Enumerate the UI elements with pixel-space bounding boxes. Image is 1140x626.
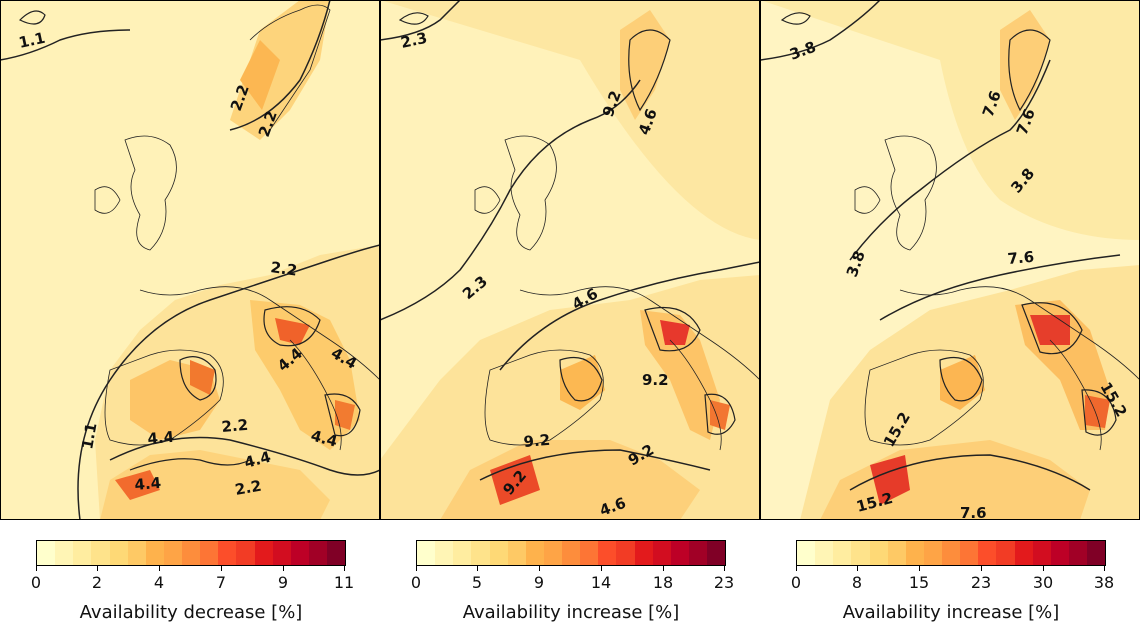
colorbar-swatch [616,541,635,565]
colorbar-swatch [272,541,291,565]
colorbar-gradient [796,540,1106,566]
map-panel-2: 2.3 9.2 4.6 2.3 4.6 9.2 9.2 9.2 9.2 4.6 [380,0,760,520]
colorbar-swatch [978,541,997,565]
colorbar-swatch [815,541,834,565]
colorbar-swatch [218,541,237,565]
colorbar-label: Availability increase [%] [842,602,1060,623]
contour-label: 7.6 [1007,248,1035,268]
contour-label: 4.4 [147,428,175,448]
colorbar-tick-label: 7 [215,573,227,592]
contour-label: 4.4 [134,474,162,494]
colorbar-swatch [1032,541,1051,565]
colorbar-swatch [145,541,164,565]
colorbar-swatch [236,541,255,565]
colorbar-tick-label: 2 [91,573,103,592]
colorbar-tick-label: 11 [333,573,355,592]
colorbar-swatch [942,541,961,565]
colorbar-swatch [887,541,906,565]
colorbar-swatch [37,541,56,565]
colorbar-swatch [435,541,454,565]
colorbar-swatch [109,541,128,565]
colorbar-swatch [797,541,816,565]
contour-label: 2.3 [399,29,429,52]
colorbar-tick-label: 5 [471,573,483,592]
colorbar-tick-label: 23 [713,573,735,592]
colorbar-swatch [652,541,671,565]
colorbar-swatch [960,541,979,565]
colorbar-swatch [543,541,562,565]
colorbar-tick-label: 0 [790,573,802,592]
colorbar-label: Availability decrease [%] [79,602,303,623]
colorbar-3: 0 8 15 23 30 38 Availability increase [%… [791,540,1114,626]
colorbar-swatch [851,541,870,565]
colorbar-tick-label: 0 [30,573,42,592]
colorbar-tick-label: 38 [1093,573,1115,592]
colorbar-tick-label: 9 [277,573,289,592]
colorbar-swatch [1068,541,1087,565]
colorbar-swatch [91,541,110,565]
colorbar-swatch [200,541,219,565]
colorbar-swatch [670,541,689,565]
colorbar-swatch [417,541,436,565]
colorbar-swatch [833,541,852,565]
colorbar-swatch [580,541,599,565]
colorbar-swatch [905,541,924,565]
colorbar-swatch [290,541,309,565]
colorbar-swatch [163,541,182,565]
colorbar-label: Availability increase [%] [462,602,680,623]
map-panel-3: 3.8 7.6 7.6 3.8 3.8 7.6 15.2 15.2 15.2 7… [760,0,1140,520]
colorbar-swatch [489,541,508,565]
colorbar-swatch [254,541,273,565]
colorbar-1: 0 2 4 7 9 11 Availability decrease [%] [31,540,354,626]
colorbar-swatch [1087,541,1106,565]
colorbar-swatch [55,541,74,565]
contour-label: 2.2 [234,477,263,499]
colorbar-swatch [453,541,472,565]
contour-label: 2.2 [221,416,249,436]
colorbar-swatch [869,541,888,565]
map-1: 1.1 2.2 2.2 2.2 4.4 4.4 4.4 2.2 4.4 4.4 … [0,0,380,520]
colorbar-swatch [182,541,201,565]
map-3: 3.8 7.6 7.6 3.8 3.8 7.6 15.2 15.2 15.2 7… [760,0,1140,520]
map-panel-1: 1.1 2.2 2.2 2.2 4.4 4.4 4.4 2.2 4.4 4.4 … [0,0,380,520]
colorbar-swatch [127,541,146,565]
contour-label: 1.1 [78,421,100,450]
colorbar-swatch [327,541,346,565]
colorbar-tick-label: 4 [153,573,165,592]
colorbar-tick-label: 0 [410,573,422,592]
contour-label: 9.2 [523,431,551,451]
contour-label: 7.6 [960,504,987,520]
colorbar-swatch [923,541,942,565]
colorbar-swatch [562,541,581,565]
colorbar-swatch [996,541,1015,565]
colorbar-swatch [1014,541,1033,565]
colorbar-swatch [73,541,92,565]
colorbar-swatch [598,541,617,565]
colorbar-tick-label: 18 [652,573,674,592]
map-2: 2.3 9.2 4.6 2.3 4.6 9.2 9.2 9.2 9.2 4.6 [380,0,760,520]
colorbar-swatch [634,541,653,565]
colorbar-tick-label: 14 [590,573,612,592]
colorbar-tick-label: 8 [851,573,863,592]
contour-label: 1.1 [17,29,47,52]
contour-label: 2.2 [269,258,298,280]
colorbar-swatch [707,541,726,565]
colorbar-gradient [36,540,346,566]
colorbar-swatch [507,541,526,565]
contour-label: 9.2 [642,371,669,389]
colorbar-tick-label: 9 [533,573,545,592]
colorbar-tick-label: 15 [908,573,930,592]
colorbar-swatch [1050,541,1069,565]
colorbar-swatch [688,541,707,565]
colorbar-2: 0 5 9 14 18 23 Availability increase [%] [411,540,734,626]
colorbar-swatch [525,541,544,565]
colorbar-swatch [471,541,490,565]
colorbar-tick-label: 23 [970,573,992,592]
colorbar-gradient [416,540,726,566]
colorbar-tick-label: 30 [1032,573,1054,592]
colorbar-swatch [308,541,327,565]
